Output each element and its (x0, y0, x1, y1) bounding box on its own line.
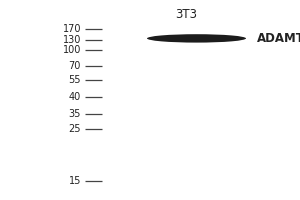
Text: 40: 40 (69, 92, 81, 102)
Text: 15: 15 (69, 176, 81, 186)
Text: 130: 130 (63, 35, 81, 45)
Text: ADAMTS-18: ADAMTS-18 (256, 32, 300, 45)
FancyBboxPatch shape (102, 0, 300, 200)
Text: 35: 35 (69, 109, 81, 119)
Text: 100: 100 (63, 45, 81, 55)
Text: 55: 55 (68, 75, 81, 85)
Text: 3T3: 3T3 (175, 8, 197, 21)
Text: 170: 170 (62, 24, 81, 34)
Ellipse shape (147, 34, 246, 43)
Text: 70: 70 (69, 61, 81, 71)
Text: 25: 25 (68, 124, 81, 134)
